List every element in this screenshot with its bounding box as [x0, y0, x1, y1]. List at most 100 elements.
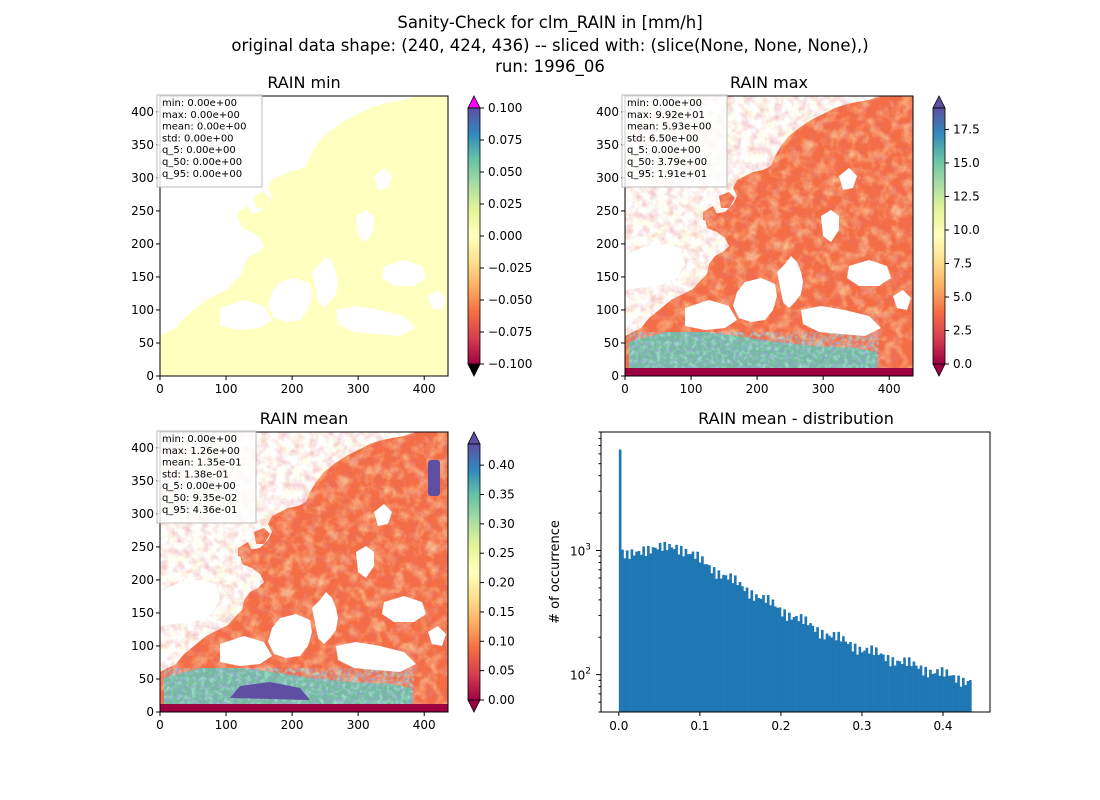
- histogram-bar: [827, 635, 831, 712]
- histogram-bar: [922, 675, 925, 712]
- histogram-bar: [802, 623, 805, 712]
- belt-core: [230, 682, 310, 700]
- histogram-bar: [914, 665, 918, 712]
- sea-region: [428, 290, 446, 310]
- colorbar-tick-label: 15.0: [953, 156, 980, 170]
- histogram-bar: [863, 650, 866, 712]
- histogram-bar: [628, 558, 631, 712]
- stat-line: std: 6.50e+00: [627, 133, 699, 144]
- sea-region: [374, 168, 392, 190]
- y-tick-label: 300: [131, 171, 154, 185]
- histogram-bar: [658, 542, 662, 712]
- histogram-bar: [717, 570, 721, 712]
- histogram-bar: [625, 550, 629, 712]
- histogram-bar: [865, 647, 869, 712]
- histogram-bar: [867, 653, 871, 712]
- histogram-bar: [853, 643, 857, 712]
- histogram-bar: [954, 682, 958, 712]
- sea-region: [160, 580, 220, 626]
- colorbar-extend-over: [467, 95, 481, 109]
- histogram-bar: [630, 549, 634, 712]
- histogram-bar: [654, 547, 657, 712]
- histogram-bar: [832, 632, 836, 712]
- y-tick-label: 300: [596, 171, 619, 185]
- histogram-bar: [837, 631, 841, 712]
- y-tick-label: 150: [596, 270, 619, 284]
- histogram-bar: [860, 652, 864, 712]
- histogram-bar: [846, 643, 850, 712]
- histogram-bar: [708, 565, 711, 712]
- histogram-bar: [945, 669, 949, 712]
- histogram-bar: [719, 578, 723, 712]
- y-tick-exponent: 3: [585, 542, 591, 552]
- panel-title: RAIN max: [730, 73, 808, 92]
- x-tick-label: 100: [680, 382, 703, 396]
- colorbar-tick-label: −0.025: [488, 261, 532, 275]
- histogram-bar: [886, 655, 890, 712]
- histogram-bar: [917, 668, 920, 712]
- y-tick-label: 300: [131, 507, 154, 521]
- y-tick-label: 50: [604, 336, 619, 350]
- map-image: [625, 96, 913, 376]
- x-tick-label: 200: [746, 382, 769, 396]
- sea-region: [382, 596, 426, 622]
- histogram-bar: [778, 607, 782, 712]
- histogram-bar: [623, 558, 627, 712]
- sea-region: [839, 168, 857, 190]
- histogram-bar: [889, 666, 892, 712]
- histogram-bar: [964, 684, 967, 712]
- colorbar-extend-under: [932, 363, 946, 377]
- histogram-bar: [733, 575, 737, 712]
- colorbar-tick-label: 0.35: [488, 487, 515, 501]
- histogram-bar: [661, 550, 664, 712]
- sea-region: [893, 290, 911, 310]
- histogram-bar: [851, 651, 855, 712]
- y-tick-label: 350: [131, 138, 154, 152]
- histogram-bar: [769, 605, 772, 712]
- histogram-bar: [931, 673, 935, 712]
- colorbar-tick-label: 2.5: [953, 323, 972, 337]
- y-tick-label: 0: [146, 705, 154, 719]
- sea-region: [428, 626, 446, 646]
- stat-line: q_95: 4.36e-01: [162, 505, 237, 516]
- histogram-bar: [703, 564, 707, 712]
- histogram-bar: [677, 554, 681, 712]
- histogram-bar: [804, 616, 808, 712]
- sea-region: [356, 546, 374, 578]
- stat-line: max: 1.26e+00: [162, 446, 240, 457]
- sea-region: [777, 256, 803, 308]
- y-tick-label: 100: [131, 303, 154, 317]
- histogram-bar: [649, 553, 653, 712]
- chart-title: RAIN mean - distribution: [698, 409, 894, 428]
- histogram-bar: [940, 667, 944, 712]
- histogram-bar: [651, 547, 655, 712]
- histogram-bar: [712, 567, 716, 712]
- panel-title: RAIN mean: [260, 409, 349, 428]
- y-tick-label: 100: [596, 303, 619, 317]
- histogram-bar: [797, 621, 801, 712]
- histogram-bar: [618, 449, 622, 712]
- histogram-bar: [731, 583, 735, 712]
- colorbar-tick-label: 17.5: [953, 122, 980, 136]
- figure-subtitle-shape: original data shape: (240, 424, 436) -- …: [231, 36, 869, 55]
- y-tick-label: 250: [131, 540, 154, 554]
- histogram-bar: [882, 654, 885, 712]
- stat-line: max: 9.92e+01: [627, 110, 705, 121]
- stat-line: min: 0.00e+00: [627, 98, 702, 109]
- histogram-bar: [966, 681, 970, 712]
- stat-line: q_50: 9.35e-02: [162, 493, 237, 504]
- histogram-bar: [701, 556, 704, 712]
- colorbar-gradient: [932, 107, 946, 365]
- stat-line: q_50: 0.00e+00: [162, 157, 242, 168]
- histogram-bar: [875, 647, 878, 712]
- histogram-bar: [825, 633, 829, 712]
- histogram-bar: [790, 619, 794, 712]
- histogram-bar: [926, 677, 930, 712]
- histogram-bar: [961, 677, 965, 712]
- land-region: [254, 192, 270, 208]
- colorbar-gradient: [467, 443, 481, 701]
- colorbar-gradient: [467, 107, 481, 365]
- histogram-bar: [823, 639, 826, 712]
- histogram-bar: [759, 598, 763, 712]
